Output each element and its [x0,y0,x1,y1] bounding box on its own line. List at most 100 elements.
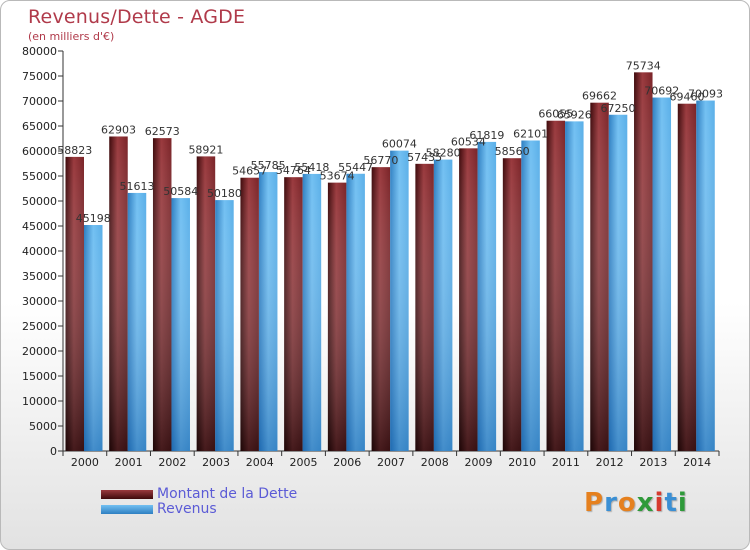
bar-revenue [127,192,147,451]
y-tick-label: 60000 [22,145,57,158]
logo-letter: r [604,488,618,518]
data-label-revenue: 50180 [207,187,242,200]
data-label-debt: 69460 [670,91,705,104]
data-label-revenue: 51613 [119,180,154,193]
bar-debt [546,120,566,451]
y-tick-label: 55000 [22,170,57,183]
data-label-debt: 53674 [320,170,355,183]
data-label-revenue: 67250 [601,102,636,115]
bar-revenue [433,159,453,451]
data-label-revenue: 62101 [513,127,548,140]
data-label-debt: 66055 [538,108,573,121]
logo-letter: t [664,488,678,518]
y-tick-label: 40000 [22,245,57,258]
bar-debt [371,167,391,451]
y-tick-label: 35000 [22,270,57,283]
bar-revenue [84,225,103,451]
bar-debt [196,156,216,451]
data-labels: 58823 45198 62903 51613 62573 50584 58921 50180… [57,59,723,225]
bar-revenue [390,150,409,451]
data-label-revenue: 58280 [426,147,461,160]
data-label-debt: 69662 [582,90,617,103]
bar-revenue [521,140,540,451]
x-tick-label: 2007 [377,456,405,469]
logo-letter: x [636,488,655,518]
y-tick-label: 75000 [22,70,57,83]
x-tick-label: 2014 [683,456,711,469]
bar-revenue [346,173,365,451]
data-label-debt: 56770 [363,154,398,167]
legend-label-revenue: Revenus [157,501,217,517]
logo-letter: o [617,488,637,518]
bar-series [65,72,715,452]
bar-revenue [652,97,672,451]
bar-debt [240,177,259,451]
y-tick-label: 80000 [22,45,57,58]
data-label-revenue: 45198 [76,212,111,225]
data-label-revenue: 55785 [251,159,286,172]
x-tick-label: 2012 [596,456,624,469]
bar-debt [459,148,478,451]
legend-label-debt: Montant de la Dette [157,486,298,502]
bar-debt [327,182,347,451]
bar-revenue [258,172,278,451]
x-tick-label: 2004 [246,456,274,469]
data-label-debt: 62903 [101,123,136,136]
data-label-revenue: 55418 [294,161,329,174]
proxiti-logo: Proxiti [584,488,688,518]
bar-revenue [171,198,190,451]
y-tick-label: 70000 [22,95,57,108]
data-label-revenue: 70093 [688,88,723,101]
bar-debt [502,158,522,451]
data-label-debt: 54657 [232,165,267,178]
data-label-debt: 58560 [495,145,530,158]
logo-letter: i [654,488,665,518]
bar-debt [65,156,84,451]
data-label-revenue: 50584 [163,185,198,198]
data-label-debt: 75734 [626,59,661,72]
legend-swatch-revenue [101,505,153,514]
x-tick-label: 2000 [71,456,99,469]
x-tick-label: 2009 [464,456,492,469]
data-label-revenue: 55447 [338,161,373,174]
data-label-debt: 58823 [57,144,92,157]
chart-subtitle: (en milliers d'€) [28,30,115,43]
logo-letter: i [677,488,688,518]
y-tick-label: 45000 [22,220,57,233]
x-tick-label: 2011 [552,456,580,469]
data-label-revenue: 61819 [469,129,504,142]
bar-debt [634,72,653,451]
x-tick-label: 2013 [639,456,667,469]
data-label-revenue: 70692 [644,85,679,98]
x-tick-label: 2005 [290,456,318,469]
bar-revenue [608,114,628,451]
y-tick-label: 15000 [22,370,57,383]
x-tick-label: 2008 [421,456,449,469]
y-axis: 0 5000 10000 15000 20000 25000 30000 35000 40000… [22,45,64,458]
y-tick-label: 65000 [22,120,57,133]
bar-debt [590,102,609,451]
bar-revenue [696,100,715,451]
y-tick-label: 10000 [22,395,57,408]
data-label-debt: 57435 [407,151,442,164]
x-tick-label: 2001 [115,456,143,469]
y-tick-label: 50000 [22,195,57,208]
data-label-debt: 60534 [451,135,486,148]
bar-revenue [565,121,584,452]
x-tick-label: 2003 [202,456,230,469]
x-tick-label: 2006 [333,456,361,469]
bar-debt [284,177,303,451]
data-label-revenue: 65926 [557,108,592,121]
x-tick-label: 2010 [508,456,536,469]
y-tick-label: 20000 [22,345,57,358]
x-axis: 2000 2001 2002 2003 2004 2005 2006 2007 2008 2009… [62,450,720,469]
y-tick-label: 0 [50,445,57,458]
x-tick-label: 2002 [158,456,186,469]
y-tick-label: 30000 [22,295,57,308]
logo-letter: P [584,488,605,518]
y-tick-label: 5000 [29,420,57,433]
bar-debt [677,103,697,451]
data-label-debt: 54764 [276,164,311,177]
